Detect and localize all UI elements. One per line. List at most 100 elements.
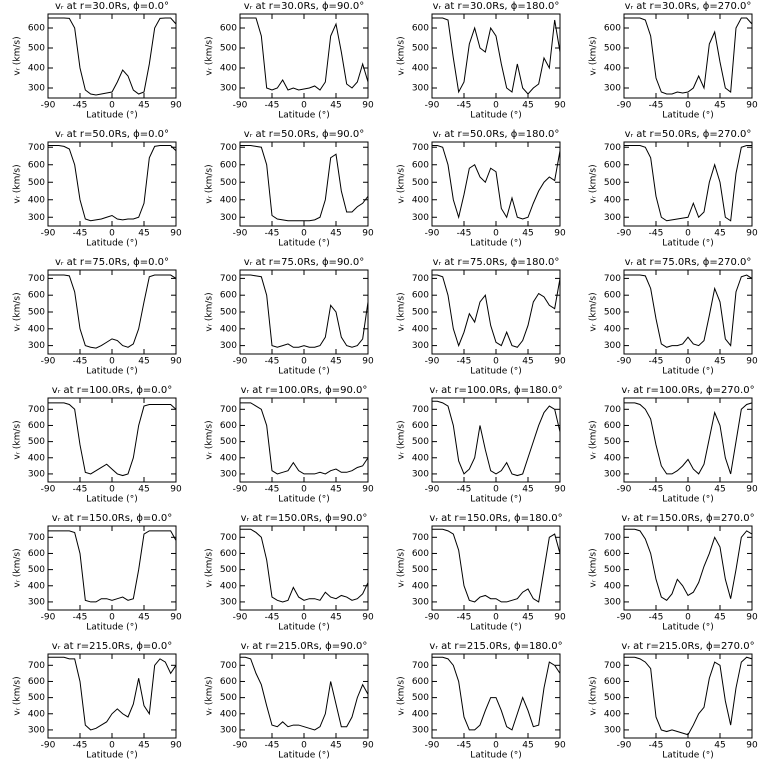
x-tick-label: 45 [330,101,341,111]
data-line [624,402,753,475]
panel: vᵣ at r=100.0Rs, ϕ=90.0° -90 -45 0 45 90 300 40… [205,385,374,505]
x-tick-label: -45 [73,485,88,495]
x-axis-label: Latitude (°) [470,367,521,377]
x-axis-label: Latitude (°) [278,367,329,377]
x-tick-label: 0 [493,229,499,239]
x-tick-label: 90 [746,485,758,495]
y-tick-label: 400 [604,581,621,591]
x-tick-label: 0 [685,485,691,495]
x-tick-label: 0 [685,741,691,751]
y-tick-label: 400 [412,64,429,74]
x-tick-label: 0 [685,229,691,239]
panel-title: vᵣ at r=50.0Rs, ϕ=180.0° [433,129,560,140]
x-tick-label: -45 [457,741,472,751]
y-tick-label: 700 [220,533,237,543]
y-tick-label: 400 [220,324,237,334]
y-tick-label: 700 [28,533,45,543]
x-tick-label: -45 [649,613,664,623]
data-line [48,402,177,477]
x-tick-label: -90 [425,229,440,239]
panel-title: vᵣ at r=150.0Rs, ϕ=270.0° [621,513,754,524]
x-tick-label: 45 [330,741,341,751]
panel-title: vᵣ at r=50.0Rs, ϕ=0.0° [55,129,169,140]
panel-title: vᵣ at r=30.0Rs, ϕ=270.0° [625,1,752,12]
panel-title: vᵣ at r=150.0Rs, ϕ=90.0° [241,513,368,524]
x-tick-label: 0 [685,101,691,111]
panel: vᵣ at r=75.0Rs, ϕ=270.0° -90 -45 0 45 90 300 40… [589,257,758,377]
x-tick-label: 45 [138,741,149,751]
y-tick-label: 500 [412,565,429,575]
panel-title: vᵣ at r=215.0Rs, ϕ=0.0° [52,641,172,652]
x-tick-label: 90 [170,229,182,239]
panel: vᵣ at r=75.0Rs, ϕ=0.0° -90 -45 0 45 90 300 400 5… [13,257,182,377]
x-tick-label: 0 [493,741,499,751]
x-tick-label: 45 [330,357,341,367]
panel-title: vᵣ at r=100.0Rs, ϕ=90.0° [241,385,368,396]
y-tick-label: 500 [28,693,45,703]
x-tick-label: -45 [265,741,280,751]
x-axis-label: Latitude (°) [86,495,137,505]
x-tick-label: -90 [617,229,632,239]
x-tick-label: 45 [330,485,341,495]
x-tick-label: -45 [457,485,472,495]
y-tick-label: 500 [604,437,621,447]
x-tick-label: 45 [714,741,725,751]
y-tick-label: 500 [412,693,429,703]
x-tick-label: -90 [617,101,632,111]
y-axis-label: vᵣ (km/s) [13,676,23,715]
y-tick-label: 500 [220,178,237,188]
y-tick-label: 300 [28,725,45,735]
x-tick-label: -45 [265,485,280,495]
y-tick-label: 300 [28,597,45,607]
x-tick-label: 45 [522,229,533,239]
x-axis-label: Latitude (°) [470,111,521,121]
y-tick-label: 400 [28,195,45,205]
panel-title: vᵣ at r=215.0Rs, ϕ=90.0° [241,641,368,652]
panel: vᵣ at r=215.0Rs, ϕ=90.0° -90 -45 0 45 90 300 40… [205,641,374,761]
y-tick-label: 300 [412,469,429,479]
panel: vᵣ at r=150.0Rs, ϕ=90.0° -90 -45 0 45 90 300 40… [205,513,374,633]
y-axis-label: vᵣ (km/s) [397,164,407,203]
y-tick-label: 400 [28,64,45,74]
x-tick-label: 90 [362,485,374,495]
y-axis-label: vᵣ (km/s) [205,548,215,587]
panel: vᵣ at r=30.0Rs, ϕ=270.0° -90 -45 0 45 90 300 40… [589,1,758,121]
x-tick-label: 90 [746,741,758,751]
y-axis-label: vᵣ (km/s) [589,548,599,587]
x-tick-label: 90 [554,613,566,623]
x-tick-label: 90 [170,485,182,495]
y-tick-label: 500 [604,44,621,54]
y-tick-label: 300 [604,84,621,94]
y-axis-label: vᵣ (km/s) [397,548,407,587]
y-tick-label: 600 [28,549,45,559]
x-axis-label: Latitude (°) [278,623,329,633]
y-tick-label: 400 [412,581,429,591]
y-tick-label: 400 [412,709,429,719]
x-tick-label: 0 [109,741,115,751]
data-line [240,656,369,731]
x-tick-label: 0 [493,485,499,495]
y-axis-label: vᵣ (km/s) [397,676,407,715]
y-axis-label: vᵣ (km/s) [205,676,215,715]
y-tick-label: 500 [220,308,237,318]
y-tick-label: 600 [28,291,45,301]
y-tick-label: 600 [412,24,429,34]
y-tick-label: 400 [220,64,237,74]
y-tick-label: 600 [28,24,45,34]
y-tick-label: 600 [220,160,237,170]
panel-title: vᵣ at r=215.0Rs, ϕ=270.0° [621,641,754,652]
panel: vᵣ at r=75.0Rs, ϕ=90.0° -90 -45 0 45 90 300 400… [205,257,374,377]
x-tick-label: 0 [109,229,115,239]
x-tick-label: 0 [109,357,115,367]
panel-title: vᵣ at r=75.0Rs, ϕ=180.0° [433,257,560,268]
y-tick-label: 500 [28,437,45,447]
y-tick-label: 700 [28,143,45,153]
data-line [240,402,369,475]
x-tick-label: -90 [41,357,56,367]
y-axis-label: vᵣ (km/s) [397,36,407,75]
y-tick-label: 500 [604,178,621,188]
x-tick-label: 90 [746,357,758,367]
y-tick-label: 500 [604,308,621,318]
panel: vᵣ at r=100.0Rs, ϕ=270.0° -90 -45 0 45 90 300 4… [589,385,758,505]
y-axis-label: vᵣ (km/s) [205,420,215,459]
